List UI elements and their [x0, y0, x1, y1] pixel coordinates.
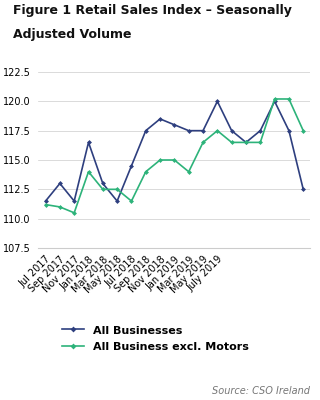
- All Business excl. Motors: [287, 96, 291, 101]
- All Businesses: [130, 164, 133, 168]
- Line: All Businesses: All Businesses: [44, 100, 305, 203]
- All Business excl. Motors: [172, 158, 176, 162]
- All Businesses: [287, 128, 291, 133]
- All Businesses: [72, 199, 76, 204]
- All Business excl. Motors: [58, 204, 62, 209]
- All Businesses: [258, 128, 262, 133]
- All Businesses: [301, 187, 305, 192]
- All Businesses: [158, 116, 162, 121]
- All Businesses: [87, 140, 91, 145]
- All Business excl. Motors: [44, 202, 47, 207]
- All Business excl. Motors: [301, 128, 305, 133]
- Legend: All Businesses, All Business excl. Motors: All Businesses, All Business excl. Motor…: [58, 320, 253, 356]
- All Businesses: [172, 122, 176, 127]
- All Business excl. Motors: [187, 169, 191, 174]
- All Businesses: [58, 181, 62, 186]
- All Businesses: [144, 128, 148, 133]
- All Business excl. Motors: [72, 210, 76, 215]
- Text: Source: CSO Ireland: Source: CSO Ireland: [212, 386, 310, 396]
- All Business excl. Motors: [230, 140, 234, 145]
- Text: Adjusted Volume: Adjusted Volume: [13, 28, 131, 41]
- All Businesses: [187, 128, 191, 133]
- All Businesses: [244, 140, 248, 145]
- All Businesses: [215, 99, 219, 104]
- Text: Figure 1 Retail Sales Index – Seasonally: Figure 1 Retail Sales Index – Seasonally: [13, 4, 292, 17]
- All Business excl. Motors: [130, 199, 133, 204]
- All Business excl. Motors: [273, 96, 276, 101]
- All Businesses: [201, 128, 205, 133]
- Line: All Business excl. Motors: All Business excl. Motors: [44, 97, 305, 214]
- All Business excl. Motors: [115, 187, 119, 192]
- All Business excl. Motors: [258, 140, 262, 145]
- All Business excl. Motors: [87, 169, 91, 174]
- All Business excl. Motors: [201, 140, 205, 145]
- All Businesses: [273, 99, 276, 104]
- All Business excl. Motors: [215, 128, 219, 133]
- All Businesses: [101, 181, 105, 186]
- All Business excl. Motors: [244, 140, 248, 145]
- All Businesses: [44, 199, 47, 204]
- All Businesses: [230, 128, 234, 133]
- All Business excl. Motors: [101, 187, 105, 192]
- All Business excl. Motors: [158, 158, 162, 162]
- All Business excl. Motors: [144, 169, 148, 174]
- All Businesses: [115, 199, 119, 204]
